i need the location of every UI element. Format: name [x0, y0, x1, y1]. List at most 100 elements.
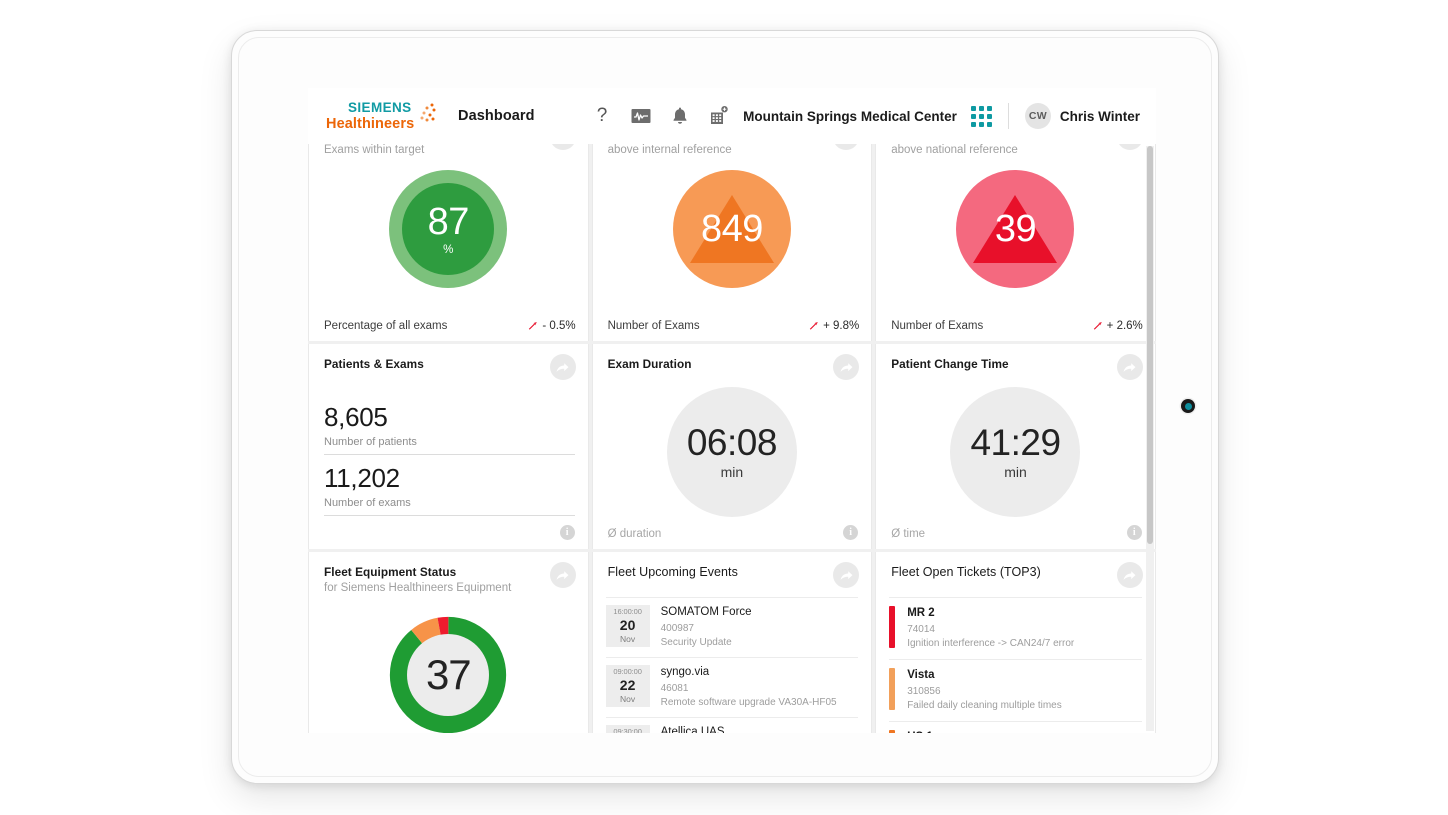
donut-value: 37	[425, 651, 472, 698]
card-header: Patients & Exams	[324, 357, 540, 372]
organization-name: Mountain Springs Medical Center	[743, 108, 957, 124]
card-subtitle: for Siemens Healthineers Equipment	[324, 581, 512, 594]
ticket-name: MR 2	[907, 607, 935, 619]
card-exam-duration[interactable]: Exam Duration 06:08 min Ø durat	[591, 344, 873, 549]
user-name[interactable]: Chris Winter	[1059, 108, 1140, 124]
list-item[interactable]: 09:00:00 22 Nov syngo.via 46081 Remote softwa…	[605, 656, 859, 717]
logo-line-healthineers: Healthineers	[326, 115, 415, 132]
trend-indicator: - 0.5%	[528, 320, 576, 332]
footer-label: Number of Exams	[607, 320, 700, 332]
footer-label: Number of Exams	[891, 320, 984, 332]
kpi-value: 87	[427, 200, 470, 243]
card-patient-change-time[interactable]: Patient Change Time 41:29 min Ø	[875, 344, 1156, 549]
event-body: SOMATOM Force 400987 Security Update	[661, 605, 859, 651]
trend-indicator: + 2.6%	[1093, 320, 1143, 332]
share-arrow-icon[interactable]	[833, 354, 860, 380]
card-title: Fleet Open Tickets (TOP3)	[891, 565, 1041, 579]
duration-visual: 41:29 min	[876, 378, 1155, 526]
share-arrow-icon[interactable]	[1116, 562, 1143, 588]
donut-segment-operational	[390, 616, 507, 733]
card-dose-event-internal[interactable]: Dose Event above internal reference	[591, 144, 873, 341]
siemens-healthineers-logo[interactable]: SIEMENS Healthineers	[326, 100, 436, 132]
event-description: Remote software upgrade VA30A-HF05	[660, 697, 837, 709]
vertical-scrollbar[interactable]	[1146, 146, 1154, 731]
event-name: SOMATOM Force	[660, 606, 752, 618]
front-camera-lens-icon	[1181, 399, 1195, 413]
event-month: Nov	[620, 634, 636, 645]
severity-bar	[889, 667, 896, 710]
donut-center: 37	[407, 634, 490, 716]
duration-value: 41:29	[970, 422, 1061, 463]
open-tickets-list[interactable]: MR 2 74014 Ignition interference -> CAN24/…	[889, 597, 1142, 733]
share-arrow-icon[interactable]	[1116, 144, 1143, 150]
card-patients-exams[interactable]: Patients & Exams 8,605 Number of patient…	[308, 344, 589, 549]
kpi-unit: %	[443, 243, 454, 256]
share-arrow-icon[interactable]	[833, 144, 860, 150]
event-description: Security Update	[660, 637, 732, 649]
ticket-description: Ignition interference -> CAN24/7 error	[907, 638, 1075, 650]
trend-arrow-icon	[529, 322, 538, 330]
list-item[interactable]: 16:00:00 20 Nov SOMATOM Force 400987 Security…	[605, 597, 859, 657]
share-arrow-icon[interactable]	[549, 144, 576, 150]
ticket-body: US 1400987	[907, 730, 1142, 733]
app-header: SIEMENS Healthineers Dashboard ?	[308, 88, 1156, 145]
dose-event-circle: 39	[956, 170, 1075, 288]
kpi-visual: 849	[593, 164, 872, 294]
info-icon[interactable]: i	[843, 525, 859, 540]
app-grid-icon[interactable]	[970, 105, 992, 127]
info-icon[interactable]: i	[1126, 525, 1142, 540]
event-body: Atellica UAS1069	[661, 725, 859, 733]
card-fleet-open-tickets[interactable]: Fleet Open Tickets (TOP3) MR 2 74014 Ignit…	[875, 552, 1156, 733]
ecg-monitor-icon[interactable]	[630, 105, 652, 127]
card-row-1: Dose Target Exams within target 87 %	[308, 144, 1156, 341]
card-subtitle: above national reference	[891, 144, 1018, 156]
card-header: Dose Target Exams within target	[324, 144, 540, 158]
card-dose-target[interactable]: Dose Target Exams within target 87 %	[308, 144, 589, 341]
footer-label: Ø time	[891, 528, 926, 540]
notification-bell-icon[interactable]	[669, 105, 691, 127]
equipment-status-donut: 37	[387, 614, 509, 733]
logo-line-siemens: SIEMENS	[348, 100, 412, 115]
card-fleet-upcoming-events[interactable]: Fleet Upcoming Events 16:00:00 20 Nov SOMAT…	[591, 552, 873, 733]
logo-dots-icon	[420, 103, 436, 122]
share-arrow-icon[interactable]	[833, 562, 860, 588]
card-fleet-equipment-status[interactable]: Fleet Equipment Status for Siemens Healt…	[308, 552, 589, 733]
card-title: Exam Duration	[607, 357, 692, 371]
event-time: 16:00:00	[613, 607, 642, 616]
scrollbar-thumb[interactable]	[1147, 146, 1153, 544]
header-icon-group: ?	[591, 105, 730, 127]
card-dose-event-national[interactable]: Dose Event above national reference	[875, 144, 1156, 341]
dose-target-outer-circle: 87 %	[389, 170, 508, 288]
event-id: 400987	[660, 622, 694, 634]
list-item[interactable]: 09:30:0023Nov Atellica UAS1069	[605, 716, 859, 733]
share-arrow-icon[interactable]	[549, 562, 576, 588]
event-day: 20	[619, 616, 636, 633]
ticket-body: Vista 310856 Failed daily cleaning multipl…	[907, 668, 1142, 714]
page-title: Dashboard	[458, 108, 535, 124]
event-date-block: 09:30:0023Nov	[605, 724, 650, 733]
share-arrow-icon[interactable]	[549, 354, 576, 380]
event-body: syngo.via 46081 Remote software upgrade VA…	[661, 665, 859, 711]
ticket-name: Vista	[907, 668, 935, 681]
avatar[interactable]: CW	[1024, 103, 1051, 129]
trend-value: + 9.8%	[823, 320, 860, 332]
list-item[interactable]: US 1400987	[889, 720, 1142, 733]
trend-arrow-icon	[809, 322, 818, 330]
ticket-name: US 1	[907, 730, 1142, 733]
card-subtitle: Exams within target	[324, 144, 425, 156]
hospital-building-icon[interactable]	[708, 105, 730, 127]
card-footer: Number of Exams + 9.8%	[608, 320, 860, 332]
card-header: Fleet Open Tickets (TOP3)	[891, 565, 1107, 581]
duration-unit: min	[720, 464, 744, 480]
severity-bar	[889, 729, 896, 733]
info-icon[interactable]: i	[559, 525, 575, 540]
ticket-id: 74014	[907, 623, 935, 635]
card-footer: Percentage of all exams - 0.5%	[324, 320, 576, 332]
list-item[interactable]: Vista 310856 Failed daily cleaning multipl…	[889, 658, 1142, 721]
question-mark-icon[interactable]: ?	[596, 105, 608, 126]
card-header: Dose Event above internal reference	[608, 144, 824, 158]
upcoming-events-list[interactable]: 16:00:00 20 Nov SOMATOM Force 400987 Security…	[605, 597, 859, 733]
list-item[interactable]: MR 2 74014 Ignition interference -> CAN24/…	[889, 597, 1142, 659]
share-arrow-icon[interactable]	[1116, 354, 1143, 380]
